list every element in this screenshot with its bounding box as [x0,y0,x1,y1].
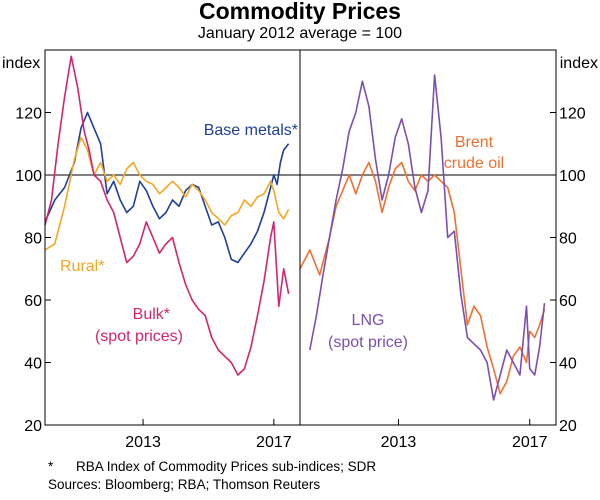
y-tick-label-left: 60 [24,293,42,310]
series-label-main: Bulk* [133,306,170,323]
y-tick-label-right: 40 [559,356,577,373]
series-label-sub: crude oil [444,155,504,172]
series-label-sub: (spot price) [328,334,408,351]
x-tick-label: 2017 [512,434,548,451]
series-label-main: LNG [352,312,385,329]
y-tick-label-right: 100 [559,168,586,185]
series-label-main: Base metals* [204,122,298,139]
chart-subtitle: January 2012 average = 100 [197,25,403,42]
series-line-rural [44,136,290,251]
series-line-bulk-spot-prices [44,55,290,376]
footnote: * RBA Index of Commodity Prices sub-indic… [48,459,376,474]
left-panel: 20 40 60 80 100 120 index 2013 2017 Base metals* R… [2,55,300,451]
chart-title: Commodity Prices [199,0,401,24]
y-tick-label-left: 80 [24,231,42,248]
series-line-lng-spot-price [309,74,546,401]
series-label-sub: (spot prices) [95,328,183,345]
y-tick-label-right: 60 [559,293,577,310]
y-tick-label-left: 120 [15,106,42,123]
y-axis-label-left: index [2,55,40,72]
right-panel: 20 40 60 80 100 120 index 2013 2017 Brent crude oi… [299,55,598,451]
footnote-text: RBA Index of Commodity Prices sub-indice… [76,459,377,474]
series-label-main: Rural* [60,258,104,275]
y-axis-label-right: index [560,55,598,72]
y-tick-label-left: 20 [24,418,42,435]
y-tick-label-right: 80 [559,231,577,248]
x-tick-label: 2013 [125,434,161,451]
chart-frame [44,49,557,426]
x-tick-label: 2017 [256,434,292,451]
y-tick-label-left: 40 [24,356,42,373]
series-line-base-metals [44,111,290,264]
y-tick-label-left: 100 [15,168,42,185]
series-label-main: Brent [455,134,494,151]
y-tick-label-right: 20 [559,418,577,435]
sources-note: Sources: Bloomberg; RBA; Thomson Reuters [48,477,321,492]
footnote-marker: * [48,459,54,474]
y-tick-label-right: 120 [559,106,586,123]
x-tick-label: 2013 [381,434,417,451]
